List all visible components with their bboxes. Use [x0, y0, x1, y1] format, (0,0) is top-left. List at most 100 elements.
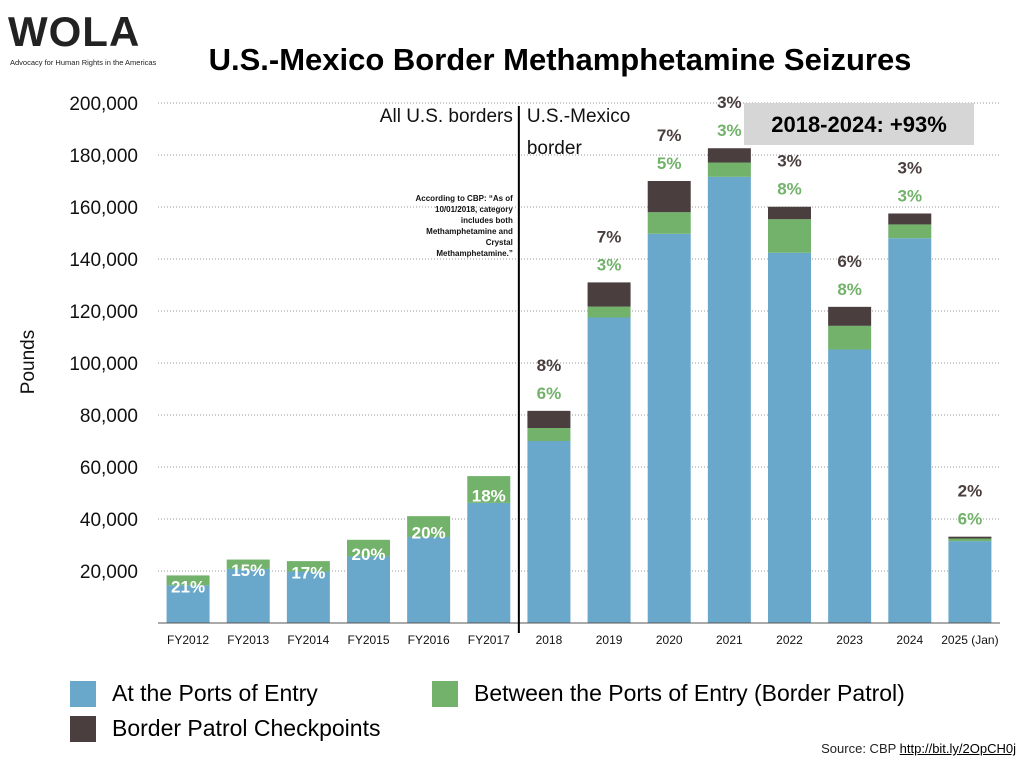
chart-title: U.S.-Mexico Border Methamphetamine Seizu… [208, 42, 912, 77]
x-tick-label: FY2015 [347, 633, 389, 647]
y-tick-label: 120,000 [69, 302, 138, 323]
bar-label-between-ports: 18% [472, 486, 506, 505]
legend-swatch [432, 680, 458, 707]
bar-label-checkpoints: 7% [657, 126, 682, 145]
bar-segment [707, 176, 751, 623]
cbp-note-line: includes both [461, 216, 513, 225]
wola-logo: WOLA Advocacy for Human Rights in the Am… [8, 6, 168, 70]
bar-segment [948, 536, 992, 539]
bar-label-between-ports: 21% [171, 577, 205, 596]
x-tick-label: FY2012 [167, 633, 209, 647]
bar-label-between-ports: 15% [231, 561, 265, 580]
bar-segment [828, 306, 872, 326]
bar-label-checkpoints: 3% [777, 152, 802, 171]
bar-label-checkpoints: 6% [837, 252, 862, 271]
bar-segment [828, 325, 872, 350]
stacked-bar-chart: 21% 15% 17% 20% 20% 18% 6% 8% 3% 7% 5% 7% 3% 3% 8% 3% 8%… [18, 93, 1000, 647]
axes: 20,000 40,000 60,000 80,000 100,000 120,000 14… [18, 94, 1000, 647]
bar-segment [888, 213, 932, 225]
bar-label-checkpoints: 8% [537, 356, 562, 375]
y-tick-label: 180,000 [69, 146, 138, 167]
y-tick-label: 140,000 [69, 250, 138, 271]
cbp-note-line: Crystal [486, 238, 513, 247]
bar-segment [407, 516, 451, 537]
y-tick-label: 200,000 [69, 94, 138, 115]
bar-segment [768, 219, 811, 253]
cbp-note-line: Methamphetamine.” [436, 249, 512, 258]
bar-segment [948, 538, 992, 542]
x-tick-label: 2020 [656, 633, 683, 647]
source-prefix: Source: CBP [821, 741, 900, 756]
bar-label-checkpoints: 3% [717, 93, 742, 112]
x-tick-label: 2025 (Jan) [941, 633, 998, 647]
bar-segment [527, 410, 571, 428]
bar-segment [587, 317, 631, 623]
bar-segment [647, 233, 691, 623]
x-tick-label: 2022 [776, 633, 803, 647]
x-tick-label: FY2016 [408, 633, 450, 647]
summary-box [744, 103, 974, 145]
legend-item-between-ports: Between the Ports of Entry (Border Patro… [432, 680, 905, 707]
y-tick-label: 20,000 [80, 562, 138, 583]
divider-left-label: All U.S. borders [380, 106, 513, 127]
source-link[interactable]: http://bit.ly/2OpCH0j [899, 741, 1016, 756]
y-tick-label: 160,000 [69, 198, 138, 219]
bar-label-between-ports: 17% [291, 563, 325, 582]
bar-label-checkpoints: 3% [897, 159, 922, 178]
y-tick-label: 40,000 [80, 510, 138, 531]
divider-right-label-line1: U.S.-Mexico [527, 106, 630, 127]
bar-label-between-ports: 20% [351, 545, 385, 564]
legend-swatch [70, 680, 96, 707]
logo-tagline: Advocacy for Human Rights in the America… [10, 58, 157, 67]
source-note: Source: CBP http://bit.ly/2OpCH0j [821, 741, 1016, 756]
legend-swatch [70, 715, 96, 742]
x-tick-label: 2024 [896, 633, 923, 647]
x-tick-label: FY2014 [287, 633, 329, 647]
y-tick-label: 60,000 [80, 458, 138, 479]
x-tick-label: 2018 [536, 633, 563, 647]
bar-segment [828, 349, 872, 623]
bar-segment [768, 206, 811, 220]
bar-segment [768, 252, 811, 623]
bar-segment [407, 536, 451, 623]
bar-label-between-ports: 8% [837, 280, 862, 299]
x-tick-label: FY2013 [227, 633, 269, 647]
bar-labels: 21% 15% 17% 20% 20% 18% 6% 8% 3% 7% 5% 7% 3% 3% 8% 3% 8%… [171, 93, 982, 596]
bar-segment [347, 539, 390, 557]
legend-label: Border Patrol Checkpoints [112, 715, 381, 741]
x-tick-label: 2023 [836, 633, 863, 647]
summary-label: 2018-2024: +93% [771, 112, 947, 137]
bar-segment [587, 306, 631, 318]
x-tick-label: 2019 [596, 633, 623, 647]
bar-label-between-ports: 6% [958, 510, 983, 529]
bar-label-checkpoints: 2% [958, 482, 983, 501]
bar-segment [707, 162, 751, 177]
bar-segment [347, 556, 390, 623]
bar-label-between-ports: 3% [897, 187, 922, 206]
cbp-note-line: 10/01/2018, category [435, 205, 513, 214]
bar-label-between-ports: 20% [412, 524, 446, 543]
y-tick-label: 100,000 [69, 354, 138, 375]
annotations: All U.S. borders U.S.-Mexico border Accordi… [380, 103, 974, 633]
bar-segment [888, 224, 932, 239]
bar-segment [286, 561, 330, 572]
bar-label-between-ports: 5% [657, 154, 682, 173]
bar-segment [226, 568, 270, 623]
legend-label: At the Ports of Entry [112, 680, 318, 706]
bar-label-checkpoints: 7% [597, 227, 622, 246]
x-tick-label: 2021 [716, 633, 743, 647]
legend-item-checkpoints: Border Patrol Checkpoints [70, 715, 380, 742]
cbp-note-line: According to CBP: “As of [416, 194, 514, 203]
logo-wordmark: WOLA [8, 8, 141, 55]
bar-segment [286, 571, 330, 623]
bar-label-between-ports: 3% [597, 255, 622, 274]
bars [166, 148, 992, 623]
y-tick-label: 80,000 [80, 406, 138, 427]
bar-segment [647, 212, 691, 234]
y-axis-label: Pounds [18, 330, 39, 394]
bar-segment [166, 575, 210, 586]
bar-segment [527, 441, 571, 623]
bar-label-between-ports: 6% [537, 384, 562, 403]
legend-label: Between the Ports of Entry (Border Patro… [474, 680, 905, 706]
bar-segment [527, 428, 571, 441]
